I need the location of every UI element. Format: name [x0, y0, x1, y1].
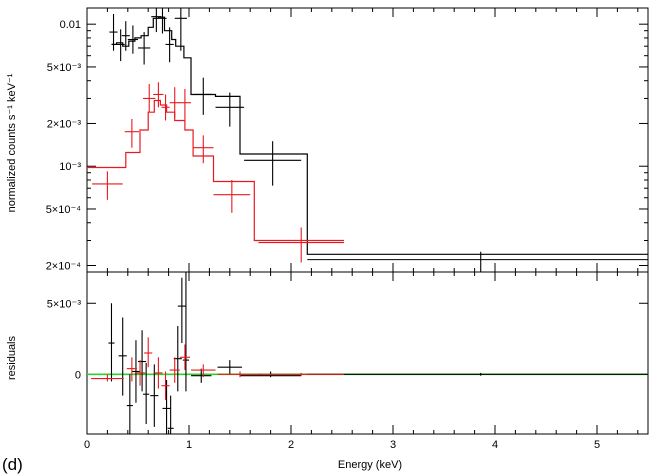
y-tick-label: 2×10⁻⁴ — [46, 261, 82, 273]
x-axis-title: Energy (keV) — [338, 459, 402, 471]
spectrum-panel: 0.01 5×10⁻³ 2×10⁻³ 10⁻³ 5×10⁻⁴ 2×10⁻⁴ — [46, 7, 649, 273]
x-tick-label: 0 — [84, 439, 90, 451]
x-tick-label: 4 — [492, 439, 498, 451]
y-tick-label: 0 — [75, 369, 81, 381]
x-tick-label: 5 — [594, 439, 600, 451]
y-tick-label: 5×10⁻³ — [47, 62, 82, 74]
panel-label: (d) — [2, 455, 23, 474]
x-tick-label: 1 — [186, 439, 192, 451]
bottom-y-axis-title: residuals — [6, 335, 18, 380]
y-tick-label: 5×10⁻⁴ — [46, 204, 82, 216]
y-tick-label: 2×10⁻³ — [47, 118, 82, 130]
x-tick-label: 3 — [390, 439, 396, 451]
top-y-axis-title: normalized counts s⁻¹ keV⁻¹ — [6, 73, 18, 212]
spectrum-frame — [86, 7, 649, 273]
x-tick-label: 2 — [288, 439, 294, 451]
residuals-panel: 5×10⁻³ 0 0 1 2 3 4 5 — [47, 271, 649, 451]
y-tick-label: 5×10⁻³ — [47, 298, 82, 310]
y-tick-label: 10⁻³ — [59, 161, 81, 173]
red-model-line — [87, 99, 344, 242]
residuals-frame — [86, 271, 649, 435]
y-tick-label: 0.01 — [60, 19, 81, 31]
black-model-line — [111, 16, 648, 255]
